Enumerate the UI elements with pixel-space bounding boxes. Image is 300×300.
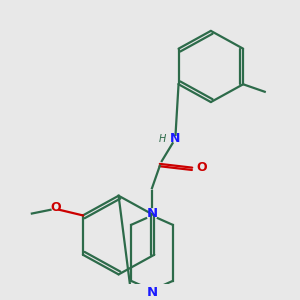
Text: N: N: [170, 132, 181, 145]
Text: H: H: [158, 134, 166, 144]
Text: N: N: [146, 207, 158, 220]
Text: O: O: [50, 201, 61, 214]
Text: O: O: [196, 161, 207, 174]
Text: N: N: [146, 286, 158, 299]
